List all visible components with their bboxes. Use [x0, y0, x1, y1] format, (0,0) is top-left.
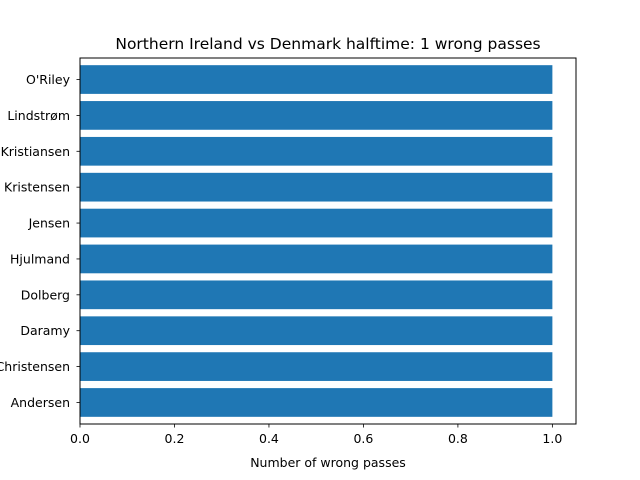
y-tick-label: Kristiansen: [1, 144, 70, 159]
plot-frame: [79, 57, 577, 425]
bar: [80, 65, 553, 94]
chart-title: Northern Ireland vs Denmark halftime: 1 …: [115, 35, 540, 53]
x-tick-label: 1.0: [542, 431, 562, 446]
bar: [80, 101, 553, 130]
y-tick-label: Jensen: [28, 216, 70, 231]
y-tick-label: Hjulmand: [10, 251, 70, 266]
bar: [80, 244, 553, 274]
y-tick-label: Andersen: [11, 395, 70, 410]
y-axis-ticks: O'Riley Lindstrøm Kristiansen Kristensen Jen…: [0, 72, 80, 410]
bar: [80, 172, 553, 202]
y-tick-label: Christensen: [0, 359, 70, 374]
x-axis-label: Number of wrong passes: [250, 455, 406, 470]
y-tick-label: Kristensen: [4, 180, 70, 195]
bar: [80, 136, 553, 166]
bar: [80, 316, 553, 346]
x-tick-label: 0.0: [70, 431, 90, 446]
x-tick-label: 0.2: [165, 431, 185, 446]
x-tick-label: 0.8: [448, 431, 468, 446]
y-tick-label: Daramy: [20, 323, 70, 338]
y-tick-label: Dolberg: [21, 287, 70, 302]
x-tick-label: 0.6: [353, 431, 373, 446]
bars-layer: [80, 65, 553, 417]
x-tick-label: 0.4: [259, 431, 279, 446]
y-tick-label: O'Riley: [26, 72, 71, 87]
y-tick-label: Lindstrøm: [7, 108, 70, 123]
x-axis-ticks: 0.0 0.2 0.4 0.6 0.8 1.0: [70, 424, 562, 446]
bar: [80, 280, 553, 310]
bar: [80, 388, 553, 417]
bar: [80, 352, 553, 381]
bar: [80, 208, 553, 238]
